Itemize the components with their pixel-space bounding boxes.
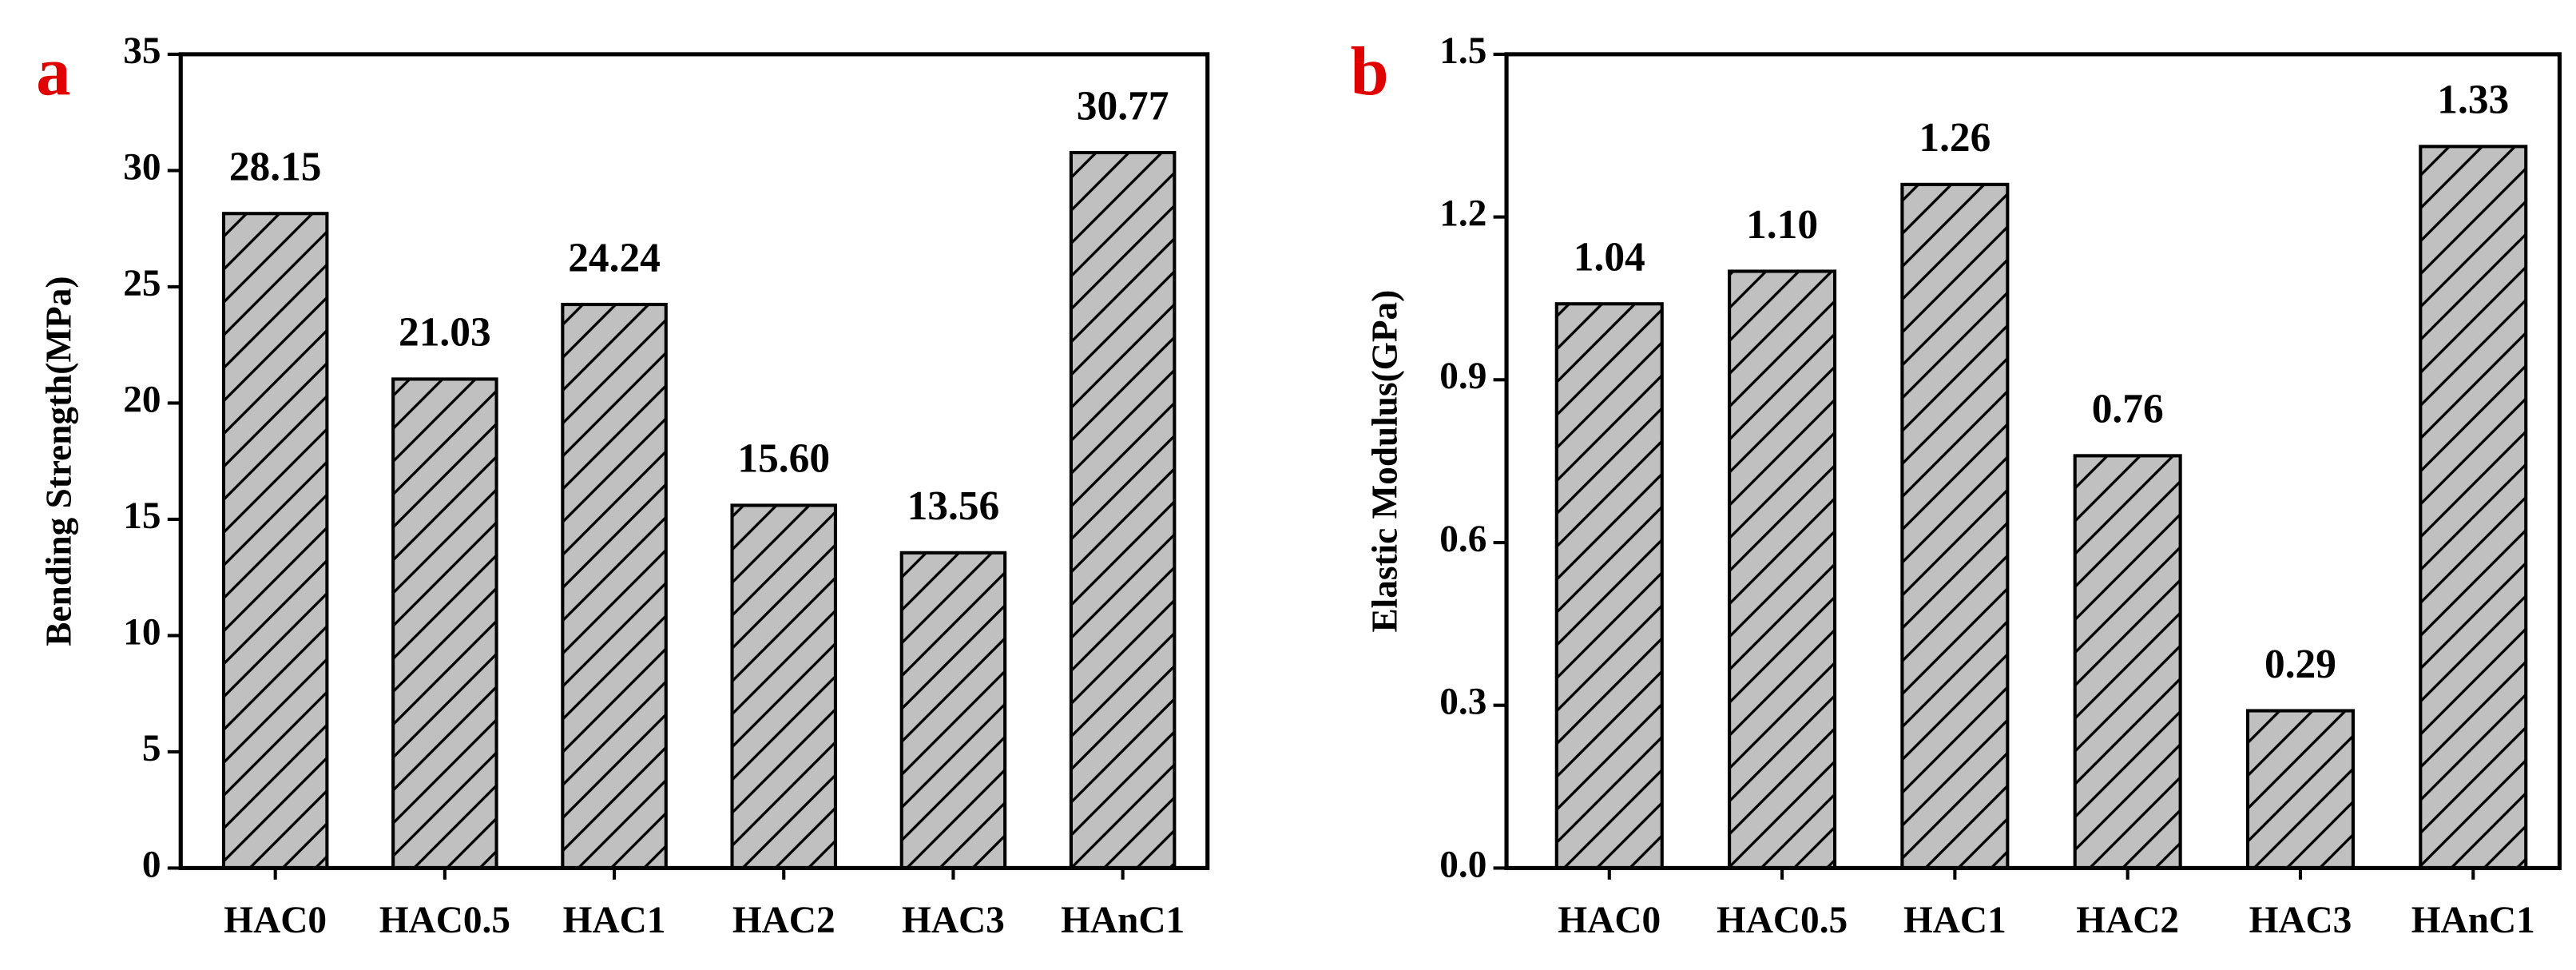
x-tick-label: HAC1: [1903, 900, 2006, 941]
y-tick-label: 25: [123, 263, 161, 304]
value-label: 24.24: [568, 235, 661, 280]
value-label: 1.10: [1746, 202, 1818, 248]
y-tick-label: 1.2: [1439, 193, 1486, 234]
y-tick-label: 30: [123, 146, 161, 188]
y-tick-label: 0.9: [1439, 356, 1486, 397]
x-tick-label: HAnC1: [1061, 900, 1185, 941]
plot-frame: [178, 52, 1210, 870]
panel-label: b: [1351, 34, 1389, 110]
bar-hatch: [730, 503, 838, 870]
y-axis-label: Elastic Modulus(GPa): [1364, 290, 1404, 633]
bar-hatch: [1069, 150, 1177, 870]
x-tick-label: HAC0: [1558, 900, 1661, 941]
bar-hatch: [2073, 454, 2182, 870]
y-tick-label: 1.5: [1439, 30, 1486, 72]
bar-hatch: [2419, 145, 2528, 870]
x-tick-label: HAnC1: [2411, 900, 2535, 941]
y-tick-label: 0.0: [1439, 844, 1486, 885]
bar-hatch: [221, 212, 329, 870]
value-label: 28.15: [229, 145, 322, 190]
bar-hatch: [1900, 182, 2010, 870]
y-axis-label: Bending Strength(MPa): [39, 276, 79, 646]
x-tick-label: HAC2: [732, 900, 836, 941]
y-tick-label: 5: [142, 728, 161, 769]
value-label: 15.60: [737, 436, 830, 482]
bar-hatch: [1554, 302, 1664, 870]
x-tick-label: HAC1: [563, 900, 666, 941]
bar-hatch: [2245, 709, 2356, 870]
x-tick-label: HAC0.5: [379, 900, 510, 941]
value-label: 13.56: [907, 483, 1000, 529]
x-tick-label: HAC3: [902, 900, 1005, 941]
y-tick-label: 10: [123, 611, 161, 653]
y-tick-label: 0.6: [1439, 519, 1486, 560]
value-label: 1.04: [1574, 235, 1645, 280]
x-tick-label: HAC3: [2249, 900, 2352, 941]
y-tick-label: 20: [123, 379, 161, 420]
value-label: 0.29: [2264, 642, 2336, 687]
bar-hatch: [561, 302, 668, 870]
value-label: 21.03: [399, 310, 491, 356]
value-label: 1.33: [2437, 78, 2509, 123]
panel-label: a: [36, 34, 70, 110]
y-tick-label: 0.3: [1439, 682, 1486, 723]
bar-hatch: [1728, 269, 1837, 870]
x-tick-label: HAC0: [224, 900, 327, 941]
y-tick-label: 15: [123, 495, 161, 537]
bar-hatch: [391, 377, 498, 870]
x-tick-label: HAC2: [2076, 900, 2179, 941]
value-label: 1.26: [1919, 115, 1991, 161]
plot-frame: [1504, 52, 2562, 870]
value-label: 0.76: [2092, 387, 2164, 432]
value-label: 30.77: [1077, 83, 1169, 129]
x-tick-label: HAC0.5: [1717, 900, 1848, 941]
bar-hatch: [899, 551, 1007, 870]
y-tick-label: 35: [123, 30, 161, 72]
y-tick-label: 0: [142, 844, 161, 885]
